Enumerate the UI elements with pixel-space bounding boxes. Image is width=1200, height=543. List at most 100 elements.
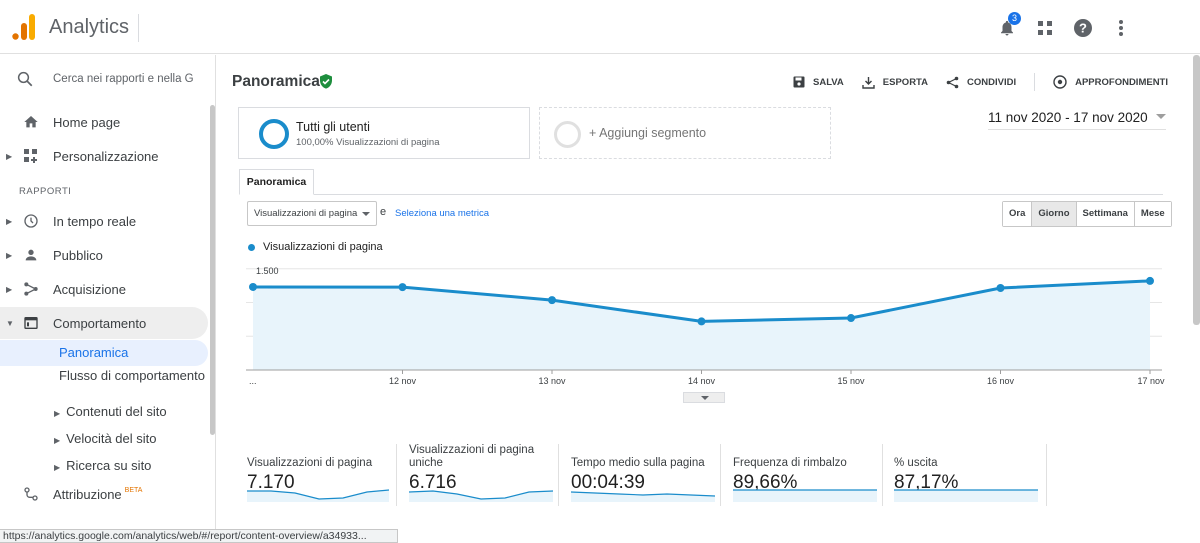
svg-text:?: ?: [1079, 21, 1087, 36]
sidebar-subitem-overview[interactable]: Panoramica: [0, 340, 208, 366]
metric-card-unique-pageviews[interactable]: Visualizzazioni di pagina uniche 6.716: [409, 444, 559, 506]
sidebar-item-behavior[interactable]: ▼ Comportamento: [0, 307, 208, 339]
x-tick-label: 15 nov: [837, 376, 865, 386]
data-point: [996, 283, 1005, 292]
chart-collapse-toggle[interactable]: [683, 392, 725, 403]
x-tick-label: 14 nov: [688, 376, 716, 386]
legend-label: Visualizzazioni di pagina: [263, 241, 383, 253]
main-scrollbar[interactable]: [1193, 55, 1200, 325]
sidebar-subitem-site-speed[interactable]: ▶ Velocità del sito: [54, 431, 157, 446]
expand-arrow-icon: ▶: [6, 151, 13, 161]
sidebar-item-home[interactable]: Home page: [0, 106, 208, 138]
data-point: [249, 282, 257, 291]
period-week-button[interactable]: Settimana: [1076, 202, 1135, 226]
segment-name: Tutti gli utenti: [296, 120, 370, 134]
add-segment-button[interactable]: + Aggiungi segmento: [539, 107, 831, 159]
sidebar-item-attribution[interactable]: Attribuzione BETA: [0, 478, 208, 510]
metric-card-pageviews[interactable]: Visualizzazioni di pagina 7.170: [247, 444, 397, 506]
data-point: [548, 296, 556, 305]
apps-button[interactable]: [1026, 14, 1064, 42]
sidebar-item-realtime[interactable]: ▶ In tempo reale: [0, 205, 208, 237]
actions-divider: [1034, 73, 1036, 91]
x-tick-label: 12 nov: [389, 376, 417, 386]
metric-sparkline: [571, 491, 715, 502]
top-bar: Analytics 3 ?: [0, 0, 1200, 54]
notification-count-badge: 3: [1008, 12, 1021, 25]
page-title: Panoramica: [232, 73, 320, 90]
help-button[interactable]: ?: [1064, 14, 1102, 42]
beta-badge: BETA: [124, 486, 143, 494]
sidebar-item-acquisition[interactable]: ▶ Acquisizione: [0, 273, 208, 305]
metric-card-bounce-rate[interactable]: Frequenza di rimbalzo 89,66%: [733, 444, 883, 506]
metric-sparkline: [733, 489, 877, 502]
save-button[interactable]: SALVA: [793, 76, 844, 88]
tab-overview[interactable]: Panoramica: [239, 169, 314, 195]
expand-arrow-icon: ▶: [6, 250, 13, 260]
home-icon: [20, 112, 42, 132]
verified-shield-icon: [320, 74, 332, 89]
metric-value: 6.716: [409, 472, 457, 493]
y-tick-label: 1.500: [256, 266, 279, 276]
section-label-reports: RAPPORTI: [19, 186, 72, 197]
main-content: Panoramica SALVA ESPORTA CONDIVIDI APPRO…: [217, 55, 1200, 543]
insights-button[interactable]: APPROFONDIMENTI: [1053, 75, 1168, 89]
clock-icon: [20, 211, 42, 231]
date-range-text: 11 nov 2020 - 17 nov 2020: [988, 110, 1148, 125]
export-button[interactable]: ESPORTA: [862, 76, 928, 89]
metric-value: 00:04:39: [571, 472, 645, 493]
sidebar-item-label: Acquisizione: [53, 281, 126, 297]
expand-arrow-icon: ▶: [6, 284, 13, 294]
period-day-button[interactable]: Giorno: [1032, 202, 1077, 226]
sidebar-scrollbar[interactable]: [210, 105, 215, 435]
period-toggle: Ora Giorno Settimana Mese: [1002, 201, 1172, 227]
more-options-button[interactable]: [1102, 14, 1140, 42]
period-month-button[interactable]: Mese: [1134, 202, 1171, 226]
segment-placeholder-ring-icon: [554, 121, 581, 148]
metric-value: 89,66%: [733, 472, 798, 493]
apps-grid-icon: [1038, 21, 1052, 35]
legend-dot: [248, 243, 255, 251]
sidebar-subitem-site-search[interactable]: ▶ Ricerca su sito: [54, 458, 152, 473]
share-button[interactable]: CONDIVIDI: [946, 76, 1016, 89]
x-tick-label: 17 nov: [1137, 376, 1165, 386]
status-bar-url: https://analytics.google.com/analytics/w…: [0, 529, 398, 543]
metric-card-exit-rate[interactable]: % uscita 87,17%: [894, 444, 1047, 506]
notifications-button[interactable]: 3: [988, 12, 1026, 42]
report-actions: SALVA ESPORTA CONDIVIDI APPROFONDIMENTI: [775, 73, 1168, 91]
sidebar-item-audience[interactable]: ▶ Pubblico: [0, 239, 208, 271]
insights-icon: [1053, 75, 1067, 89]
expand-arrow-icon: ▶: [54, 463, 61, 472]
data-point: [1146, 276, 1154, 285]
metric-card-avg-time[interactable]: Tempo medio sulla pagina 00:04:39: [571, 444, 721, 506]
metric-select[interactable]: Visualizzazioni di pagina: [247, 201, 377, 226]
save-icon: [793, 76, 805, 88]
dashboard-icon: [20, 146, 42, 166]
sidebar-item-label: Pubblico: [53, 247, 103, 263]
sidebar-search[interactable]: Cerca nei rapporti e nella Gu: [0, 63, 216, 97]
app-title: Analytics: [49, 16, 130, 38]
segment-all-users[interactable]: Tutti gli utenti 100,00% Visualizzazioni…: [238, 107, 530, 159]
search-input[interactable]: Cerca nei rapporti e nella Gu: [53, 73, 193, 85]
expand-arrow-icon: ▶: [6, 216, 13, 226]
sidebar-subitem-flow[interactable]: Flusso di comportamento: [59, 368, 205, 383]
date-range-picker[interactable]: 11 nov 2020 - 17 nov 2020: [988, 110, 1166, 130]
expand-arrow-icon: ▶: [54, 436, 61, 445]
segment-share: 100,00% Visualizzazioni di pagina: [296, 137, 440, 148]
acquisition-icon: [20, 279, 42, 299]
collapse-arrow-icon: ▼: [6, 318, 14, 328]
data-point: [398, 283, 407, 292]
sidebar: Cerca nei rapporti e nella Gu Home page …: [0, 55, 216, 543]
sidebar-subitem-site-content[interactable]: ▶ Contenuti del sito: [54, 404, 167, 419]
select-metric-link[interactable]: Seleziona una metrica: [395, 208, 489, 219]
attribution-icon: [20, 484, 42, 504]
top-actions: 3 ?: [988, 12, 1140, 42]
metric-label: Tempo medio sulla pagina: [571, 457, 705, 469]
metric-label: Visualizzazioni di pagina: [247, 457, 373, 469]
period-hour-button[interactable]: Ora: [1003, 202, 1033, 226]
bell-icon: [1001, 20, 1013, 36]
tab-underline: [239, 194, 1163, 195]
sidebar-item-label: Attribuzione BETA: [53, 486, 143, 502]
sidebar-item-customization[interactable]: ▶ Personalizzazione: [0, 140, 208, 172]
help-icon: ?: [1074, 19, 1092, 37]
